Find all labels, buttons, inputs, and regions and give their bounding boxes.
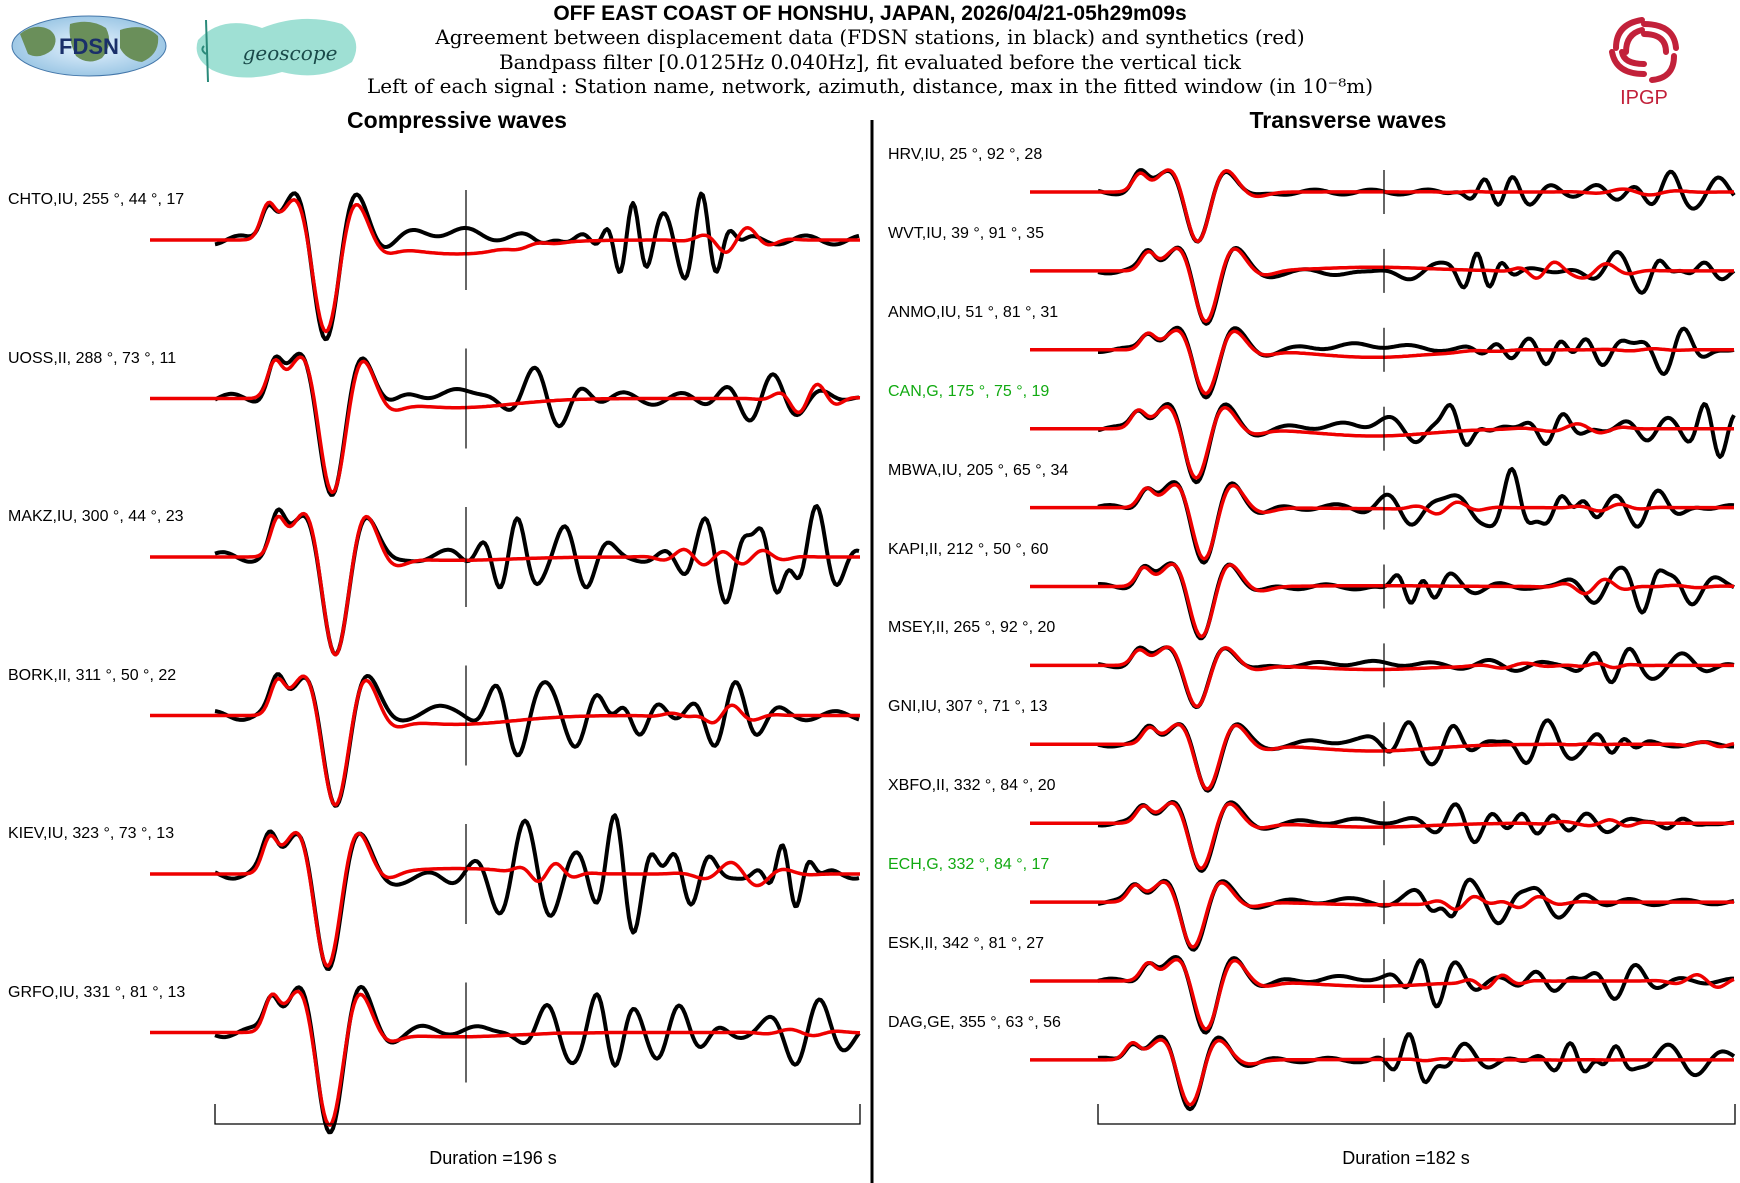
trace-kapi: [1030, 561, 1735, 641]
trace-xbfo: [1030, 800, 1735, 873]
station-label-esk: ESK,II, 342 °, 81 °, 27: [888, 935, 1044, 952]
trace-dag: [1030, 1032, 1736, 1112]
station-label-hrv: HRV,IU, 25 °, 92 °, 28: [888, 146, 1043, 163]
trace-msey: [1030, 643, 1735, 710]
synthetic-trace-hrv: [1030, 168, 1734, 244]
station-label-xbfo: XBFO,II, 332 °, 84 °, 20: [888, 777, 1056, 795]
station-label-ech: ECH,G, 332 °, 84 °, 17: [888, 856, 1050, 874]
station-label-can: CAN,G, 175 °, 75 °, 19: [888, 382, 1050, 400]
synthetic-trace-uoss: [150, 355, 861, 495]
synthetic-trace-dag: [1030, 1038, 1734, 1107]
station-label-uoss: UOSS,II, 288 °, 73 °, 11: [8, 349, 177, 367]
trace-esk: [1030, 955, 1735, 1035]
synthetic-trace-makz: [150, 511, 860, 657]
synthetic-trace-esk: [1030, 957, 1735, 1031]
station-label-wvt: WVT,IU, 39 °, 91 °, 35: [888, 224, 1044, 242]
trace-wvt: [1030, 245, 1736, 326]
trace-kiev: [150, 813, 860, 971]
station-label-anmo: ANMO,IU, 51 °, 81 °, 31: [888, 303, 1059, 321]
synthetic-trace-anmo: [1030, 328, 1734, 396]
panel-title-compressive: Compressive waves: [347, 107, 567, 133]
data-trace-ech: [1097, 877, 1735, 952]
trace-grfo: [150, 982, 861, 1135]
station-label-chto: CHTO,IU, 255 °, 44 °, 17: [8, 191, 185, 208]
data-trace-mbwa: [1097, 467, 1735, 565]
trace-bork: [150, 665, 860, 808]
station-label-makz: MAKZ,IU, 300 °, 44 °, 23: [8, 508, 184, 525]
fdsn-logo-text: FDSN: [59, 34, 119, 59]
data-trace-grfo: [214, 984, 861, 1135]
station-label-bork: BORK,II, 311 °, 50 °, 22: [8, 666, 177, 684]
data-trace-chto: [214, 191, 860, 342]
fdsn-logo: FDSN: [10, 14, 168, 78]
trace-gni: [1030, 718, 1735, 793]
data-trace-xbfo: [1097, 800, 1735, 873]
duration-label-transverse: Duration =182 s: [1342, 1148, 1470, 1168]
data-trace-kapi: [1097, 561, 1735, 641]
ipgp-logo-text: IPGP: [1620, 87, 1668, 108]
synthetic-trace-kiev: [150, 830, 860, 968]
ipgp-spiral-icon: IPGP: [1609, 17, 1679, 109]
data-trace-anmo: [1098, 325, 1735, 400]
geoscope-map-icon: geoscope: [196, 18, 357, 83]
synthetic-trace-msey: [1030, 645, 1734, 709]
synthetic-trace-grfo: [150, 989, 860, 1127]
station-label-gni: GNI,IU, 307 °, 71 °, 13: [888, 698, 1048, 716]
trace-mbwa: [1030, 467, 1735, 565]
synthetic-trace-gni: [1030, 722, 1735, 791]
station-label-grfo: GRFO,IU, 331 °, 81 °, 13: [8, 983, 186, 1001]
panel-title-transverse: Transverse waves: [1249, 107, 1447, 133]
synthetic-trace-xbfo: [1030, 801, 1734, 870]
synthetic-trace-bork: [150, 674, 860, 807]
station-label-mbwa: MBWA,IU, 205 °, 65 °, 34: [888, 461, 1069, 479]
data-trace-esk: [1097, 955, 1734, 1035]
station-label-kapi: KAPI,II, 212 °, 50 °, 60: [888, 540, 1049, 558]
station-label-dag: DAG,GE, 355 °, 63 °, 56: [888, 1013, 1061, 1031]
data-trace-uoss: [214, 351, 860, 497]
trace-anmo: [1030, 325, 1735, 400]
station-label-kiev: KIEV,IU, 323 °, 73 °, 13: [8, 825, 175, 842]
synthetic-trace-chto: [150, 198, 860, 334]
station-label-msey: MSEY,II, 265 °, 92 °, 20: [888, 619, 1056, 637]
data-trace-can: [1097, 402, 1736, 485]
synthetic-trace-kapi: [1030, 562, 1734, 639]
subtitle-bandpass: Bandpass filter [0.0125Hz 0.040Hz], fit …: [498, 50, 1242, 74]
trace-uoss: [150, 348, 861, 497]
duration-bracket-compressive: [214, 1104, 861, 1125]
trace-ech: [1030, 877, 1735, 952]
geoscope-logo: geoscope: [192, 10, 368, 86]
data-trace-msey: [1097, 645, 1735, 710]
synthetic-trace-ech: [1030, 880, 1734, 949]
data-trace-hrv: [1097, 168, 1736, 244]
synthetic-trace-wvt: [1030, 246, 1734, 324]
data-trace-dag: [1097, 1032, 1736, 1112]
fdsn-globe-icon: FDSN: [11, 15, 167, 77]
ipgp-logo: IPGP: [1596, 8, 1692, 109]
figure-title: OFF EAST COAST OF HONSHU, JAPAN, 2026/04…: [553, 2, 1187, 25]
synthetic-trace-mbwa: [1030, 483, 1734, 561]
subtitle-agreement: Agreement between displacement data (FDS…: [435, 25, 1305, 49]
duration-bracket-transverse: [1097, 1104, 1736, 1125]
geoscope-logo-text: geoscope: [243, 41, 338, 65]
duration-label-compressive: Duration =196 s: [429, 1148, 557, 1168]
trace-chto: [150, 190, 860, 342]
trace-can: [1030, 402, 1736, 485]
trace-hrv: [1030, 168, 1736, 244]
synthetic-trace-can: [1030, 405, 1734, 480]
trace-makz: [150, 504, 860, 657]
subtitle-legend: Left of each signal : Station name, netw…: [366, 74, 1374, 98]
